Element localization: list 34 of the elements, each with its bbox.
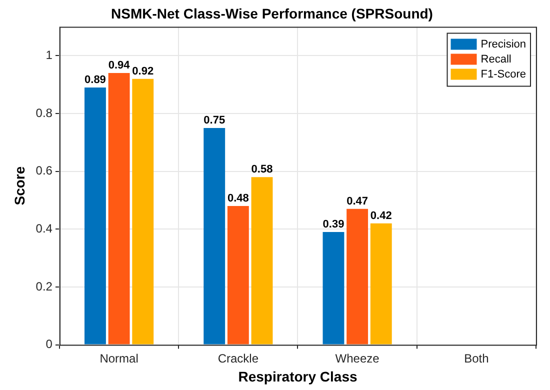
data-label: 0.89 <box>84 74 106 86</box>
bar <box>108 73 130 344</box>
data-label: 0.75 <box>204 114 226 127</box>
bar <box>370 223 392 344</box>
legend-label: F1-Score <box>480 68 526 80</box>
y-tick-label: 0.2 <box>36 279 53 294</box>
data-label: 0.42 <box>370 210 392 222</box>
x-tick-label: Normal <box>100 351 138 366</box>
data-label: 0.58 <box>251 164 273 176</box>
data-label: 0.94 <box>108 60 131 72</box>
x-axis-title: Respiratory Class <box>238 368 358 384</box>
y-tick-label: 0.6 <box>36 164 53 178</box>
bar <box>346 208 368 344</box>
x-tick-label: Both <box>464 351 489 366</box>
y-tick-label: 0 <box>46 337 53 352</box>
x-tick-label: Crackle <box>218 351 259 366</box>
bar <box>132 78 154 344</box>
y-tick-label: 1 <box>46 48 53 62</box>
legend-label: Precision <box>480 38 526 50</box>
chart-title: NSMK-Net Class-Wise Performance (SPRSound) <box>111 5 433 22</box>
y-tick-label: 0.4 <box>36 221 53 236</box>
y-axis-title: Score <box>11 166 28 206</box>
data-label: 0.47 <box>346 195 368 208</box>
data-label: 0.48 <box>227 192 249 205</box>
bar <box>204 128 226 344</box>
y-tick-label: 0.8 <box>36 106 53 120</box>
bar <box>227 206 249 344</box>
bar <box>251 177 273 344</box>
bar <box>322 232 344 344</box>
x-tick-label: Wheeze <box>335 351 380 366</box>
data-label: 0.92 <box>132 65 154 78</box>
data-label: 0.39 <box>322 218 344 231</box>
bar <box>84 88 106 344</box>
legend-label: Recall <box>480 53 512 66</box>
